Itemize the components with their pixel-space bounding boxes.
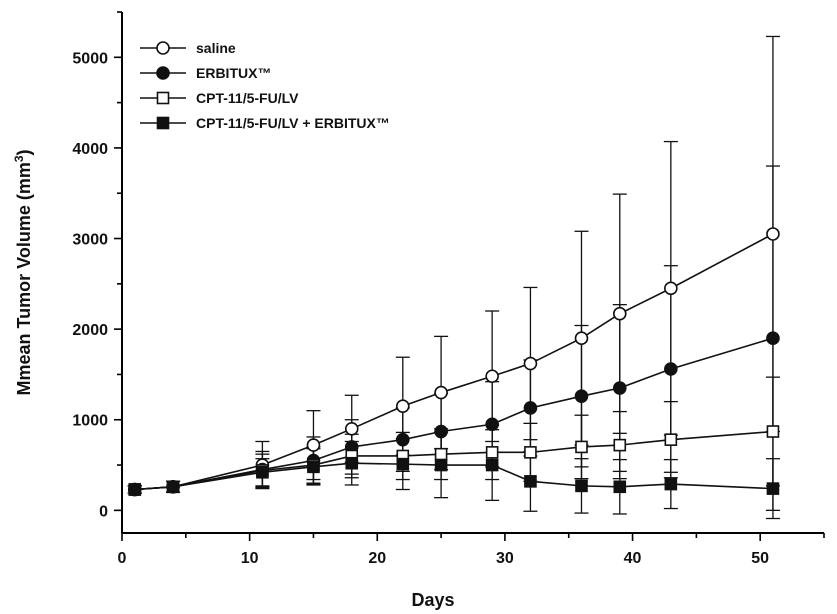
data-point	[434, 458, 448, 472]
y-tick-label: 2000	[72, 322, 108, 339]
data-point	[664, 281, 678, 296]
x-tick-label: 40	[624, 550, 642, 567]
data-point	[613, 438, 627, 452]
data-point	[574, 331, 589, 345]
series-line-2	[134, 430, 774, 491]
data-point	[664, 433, 678, 446]
legend-marker	[156, 91, 170, 105]
y-tick-label: 3000	[72, 232, 108, 249]
data-point	[345, 456, 359, 470]
x-tick-label: 0	[118, 550, 127, 567]
data-point	[434, 385, 448, 400]
y-tick-label: 1000	[72, 413, 108, 430]
data-point	[434, 424, 448, 439]
legend-label: ERBITUX™	[196, 65, 271, 81]
data-point	[766, 331, 780, 345]
data-point	[344, 421, 359, 436]
data-point	[766, 425, 780, 438]
y-axis-title-main: Mmean Tumor Volume (mm	[14, 162, 34, 395]
data-point	[575, 479, 588, 493]
series-lines	[134, 233, 774, 491]
data-point	[523, 356, 538, 371]
axes: 0 10 20 30 40 50 0 1000 2000 3000 4000 5000	[72, 11, 825, 567]
y-axis-title-sup: 3	[12, 155, 26, 162]
data-point	[574, 389, 589, 403]
series-line-1	[134, 337, 774, 491]
data-point	[256, 465, 269, 479]
data-point	[166, 480, 180, 494]
legend-label: CPT-11/5-FU/LV	[196, 90, 299, 106]
error-bars	[127, 35, 780, 520]
data-point	[664, 477, 678, 491]
legend-marker	[156, 41, 170, 55]
x-tick-label: 20	[368, 550, 386, 567]
data-point	[395, 399, 410, 413]
data-point	[395, 432, 410, 447]
data-point	[307, 460, 320, 474]
data-point	[434, 447, 448, 461]
data-point	[485, 458, 499, 472]
data-point	[766, 227, 780, 241]
legend-label: saline	[196, 40, 236, 56]
data-point	[612, 306, 627, 321]
data-point	[485, 417, 499, 432]
data-point	[664, 362, 678, 376]
legend: saline ERBITUX™ CPT-11/5-FU/LV CPT-11/5-FU/…	[140, 40, 390, 131]
data-point	[524, 475, 537, 488]
legend-label: CPT-11/5-FU/LV + ERBITUX™	[196, 115, 390, 131]
data-point	[128, 483, 142, 496]
y-tick-label: 4000	[72, 141, 108, 158]
data-point	[523, 401, 538, 415]
series-line-0	[134, 233, 774, 491]
data-point	[612, 381, 627, 395]
data-point	[575, 440, 588, 454]
data-point	[396, 457, 410, 471]
x-tick-label: 10	[241, 550, 259, 567]
y-axis-title: Mmean Tumor Volume (mm3)	[12, 149, 34, 395]
data-point	[306, 438, 321, 452]
y-tick-label: 5000	[72, 50, 108, 67]
data-point	[524, 446, 537, 459]
series-markers	[127, 227, 780, 497]
x-tick-label: 30	[496, 550, 514, 567]
x-axis-title: Days	[411, 590, 454, 610]
y-tick-label: 0	[99, 503, 108, 520]
data-point	[766, 482, 780, 495]
data-point	[485, 369, 499, 384]
y-axis-title-close: )	[14, 149, 34, 155]
legend-marker	[156, 66, 170, 80]
data-point	[485, 446, 499, 459]
data-point	[613, 480, 627, 494]
legend-marker	[156, 116, 170, 130]
x-tick-label: 50	[751, 550, 769, 567]
